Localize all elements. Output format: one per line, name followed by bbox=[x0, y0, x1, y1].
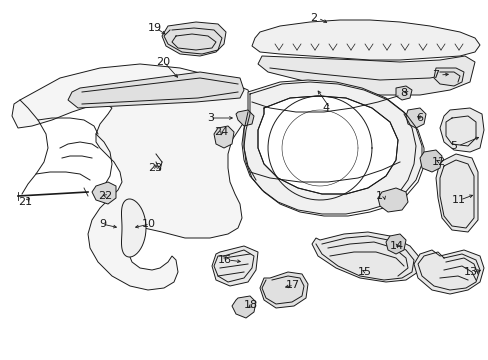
Polygon shape bbox=[435, 154, 477, 232]
Text: 8: 8 bbox=[399, 88, 407, 98]
Text: 24: 24 bbox=[214, 127, 228, 137]
Polygon shape bbox=[236, 110, 253, 126]
Polygon shape bbox=[162, 22, 225, 56]
Text: 15: 15 bbox=[357, 267, 371, 277]
Text: 1: 1 bbox=[375, 191, 382, 201]
Text: 16: 16 bbox=[218, 255, 231, 265]
Polygon shape bbox=[258, 96, 397, 194]
Polygon shape bbox=[212, 246, 258, 286]
Text: 2: 2 bbox=[309, 13, 317, 23]
Polygon shape bbox=[419, 150, 441, 172]
Polygon shape bbox=[385, 234, 405, 254]
Polygon shape bbox=[311, 232, 419, 282]
Text: 18: 18 bbox=[244, 300, 258, 310]
Polygon shape bbox=[377, 188, 407, 212]
Text: 5: 5 bbox=[449, 141, 456, 151]
Polygon shape bbox=[413, 250, 483, 294]
Text: 7: 7 bbox=[431, 70, 438, 80]
Text: 11: 11 bbox=[451, 195, 465, 205]
Text: 21: 21 bbox=[18, 197, 32, 207]
Polygon shape bbox=[242, 80, 421, 214]
Text: 23: 23 bbox=[148, 163, 162, 173]
Polygon shape bbox=[433, 68, 463, 86]
Polygon shape bbox=[251, 20, 479, 60]
Text: 14: 14 bbox=[389, 241, 403, 251]
Polygon shape bbox=[12, 64, 251, 290]
Polygon shape bbox=[395, 86, 411, 100]
Polygon shape bbox=[260, 272, 307, 308]
Text: 6: 6 bbox=[415, 113, 422, 123]
Text: 3: 3 bbox=[206, 113, 214, 123]
Polygon shape bbox=[258, 56, 474, 95]
Polygon shape bbox=[121, 199, 146, 257]
Polygon shape bbox=[92, 182, 116, 204]
Text: 9: 9 bbox=[99, 219, 106, 229]
Text: 10: 10 bbox=[142, 219, 156, 229]
Polygon shape bbox=[231, 296, 256, 318]
Polygon shape bbox=[405, 108, 425, 128]
Text: 19: 19 bbox=[148, 23, 162, 33]
Polygon shape bbox=[68, 72, 244, 108]
Text: 17: 17 bbox=[285, 280, 300, 290]
Text: 12: 12 bbox=[431, 157, 445, 167]
Text: 13: 13 bbox=[463, 267, 477, 277]
Text: 4: 4 bbox=[321, 103, 328, 113]
Polygon shape bbox=[214, 126, 234, 148]
Text: 22: 22 bbox=[98, 191, 112, 201]
Polygon shape bbox=[439, 108, 483, 152]
Text: 20: 20 bbox=[156, 57, 170, 67]
